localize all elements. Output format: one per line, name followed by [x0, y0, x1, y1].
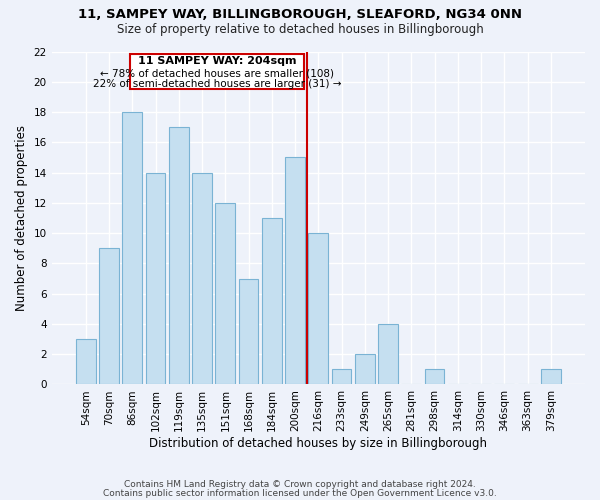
Bar [99, 248, 119, 384]
Bar [169, 127, 188, 384]
Bar [192, 172, 212, 384]
Bar [332, 370, 352, 384]
Bar [355, 354, 375, 384]
Bar [308, 233, 328, 384]
Bar [239, 278, 259, 384]
Bar [215, 203, 235, 384]
Text: 11, SAMPEY WAY, BILLINGBOROUGH, SLEAFORD, NG34 0NN: 11, SAMPEY WAY, BILLINGBOROUGH, SLEAFORD… [78, 8, 522, 20]
Bar [122, 112, 142, 384]
Text: 22% of semi-detached houses are larger (31) →: 22% of semi-detached houses are larger (… [93, 78, 341, 88]
Text: 11 SAMPEY WAY: 204sqm: 11 SAMPEY WAY: 204sqm [138, 56, 296, 66]
Text: ← 78% of detached houses are smaller (108): ← 78% of detached houses are smaller (10… [100, 68, 334, 78]
Text: Size of property relative to detached houses in Billingborough: Size of property relative to detached ho… [116, 22, 484, 36]
Bar [541, 370, 561, 384]
Bar [378, 324, 398, 384]
Bar [146, 172, 166, 384]
Y-axis label: Number of detached properties: Number of detached properties [15, 125, 28, 311]
Text: Contains HM Land Registry data © Crown copyright and database right 2024.: Contains HM Land Registry data © Crown c… [124, 480, 476, 489]
Bar [425, 370, 445, 384]
X-axis label: Distribution of detached houses by size in Billingborough: Distribution of detached houses by size … [149, 437, 487, 450]
Text: Contains public sector information licensed under the Open Government Licence v3: Contains public sector information licen… [103, 490, 497, 498]
Bar [262, 218, 282, 384]
FancyBboxPatch shape [130, 54, 304, 88]
Bar [285, 158, 305, 384]
Bar [76, 339, 95, 384]
